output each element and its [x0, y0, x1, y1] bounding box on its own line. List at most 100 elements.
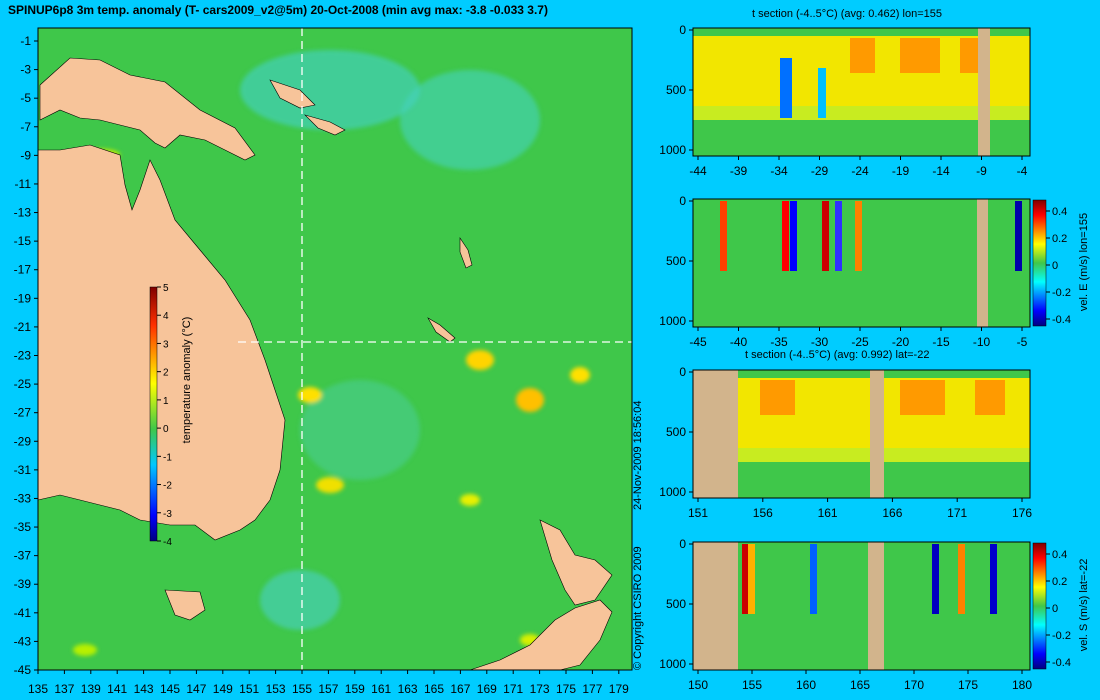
- section-4-x-tick-label: 155: [742, 678, 762, 692]
- section-panel-4: 150 155 160 165 170 175 180 0 500 1000 0.4 0.2 0 -0.…: [659, 537, 1090, 692]
- ocean-eddies: [73, 50, 590, 656]
- map-colorbar-label: temperature anomaly (°C): [181, 317, 193, 444]
- section-2-x-tick-label: -35: [770, 335, 788, 349]
- map-y-tick-label: -9: [20, 148, 31, 162]
- section-4-velocity-stripe: [958, 544, 965, 614]
- section-3-y-tick-label: 0: [679, 365, 686, 379]
- section-1-frame: [692, 27, 1031, 157]
- section-4-y-tick-label: 1000: [659, 657, 686, 671]
- section-4-land-mask: [693, 542, 738, 670]
- section-1-y-tick-label: 500: [666, 83, 686, 97]
- map-x-tick-label: 159: [345, 682, 365, 696]
- section-2-colorbar-tick-label: 0: [1052, 260, 1058, 272]
- section-4-y-tick-label: 0: [679, 537, 686, 551]
- section-2-velocity-stripe: [835, 201, 842, 271]
- section-2-velocity-stripe: [822, 201, 829, 271]
- section-1-x-tick-label: -9: [976, 164, 987, 178]
- section-2-colorbar-tick-label: 0.2: [1052, 233, 1067, 245]
- section-4-colorbar-tick-label: -0.4: [1052, 657, 1071, 669]
- map-colorbar-tick-label: 4: [163, 311, 169, 322]
- map-x-tick-label: 179: [609, 682, 629, 696]
- section-4-colorbar-ramp: [1032, 542, 1047, 670]
- section-4-x-tick-label: 180: [1012, 678, 1032, 692]
- section-4-colorbar-tick-label: 0: [1052, 603, 1058, 615]
- section-1-x-tick-label: -14: [932, 164, 950, 178]
- section-4-x-tick-label: 160: [796, 678, 816, 692]
- section-2-x-tick-label: -30: [811, 335, 829, 349]
- section-2-x-tick-label: -20: [892, 335, 910, 349]
- map-y-tick-label: -29: [14, 434, 32, 448]
- map-colorbar-tick-label: 5: [163, 283, 169, 294]
- section-4-x-tick-label: 165: [850, 678, 870, 692]
- map-y-tick-label: -17: [14, 263, 32, 277]
- map-y-tick-label: -21: [14, 320, 32, 334]
- section-2-frame: [692, 198, 1031, 328]
- section-1-y-tick-label: 1000: [659, 143, 686, 157]
- section-3-y-tick-label: 1000: [659, 485, 686, 499]
- map-y-tick-label: -33: [14, 491, 32, 505]
- section-3-y-tick-label: 500: [666, 425, 686, 439]
- section-1-thermocline: [693, 106, 1030, 120]
- map-colorbar-tick-label: -2: [163, 481, 172, 492]
- map-frame: [37, 27, 633, 671]
- map-colorbar-tick-label: -4: [163, 537, 172, 548]
- map-x-tick-label: 137: [54, 682, 74, 696]
- section-4-x-tick-label: 150: [688, 678, 708, 692]
- map-y-tick-label: -1: [20, 34, 31, 48]
- section-3-x-tick-label: 151: [688, 506, 708, 520]
- map-colorbar-ramp: [149, 286, 158, 542]
- map-x-tick-label: 143: [134, 682, 154, 696]
- section-3-warm-patch: [975, 380, 1005, 415]
- section-3-x-tick-label: 156: [753, 506, 773, 520]
- land-new-guinea: [39, 57, 256, 161]
- map-x-tick-label: 145: [160, 682, 180, 696]
- section-4-colorbar-tick-label: -0.2: [1052, 630, 1071, 642]
- land-new-zealand-south: [469, 599, 613, 671]
- section-1-land-mask: [978, 28, 990, 156]
- map-x-tick-label: 177: [582, 682, 602, 696]
- land-new-britain: [269, 79, 316, 109]
- map-x-tick-label: 173: [530, 682, 550, 696]
- map-colorbar: 5 4 3 2 1 0 -1 -2 -3 -4 temperature anomaly (°C): [149, 283, 193, 548]
- section-3-thermocline: [693, 448, 1030, 462]
- land-solomons: [303, 114, 346, 136]
- section-3-land-mask: [870, 370, 884, 498]
- map-x-tick-label: 139: [81, 682, 101, 696]
- map-colorbar-tick-label: -1: [163, 452, 172, 463]
- land-new-caledonia: [427, 317, 456, 343]
- map-y-tick-label: -37: [14, 549, 32, 563]
- map-panel: 135 137 139 141 143 145 147 149 151 153 155 157 159 1…: [14, 27, 633, 696]
- section-2-y-tick-label: 500: [666, 254, 686, 268]
- section-1-cold-patch: [780, 58, 792, 118]
- map-x-axis: 135 137 139 141 143 145 147 149 151 153 155 157 159 1…: [28, 670, 629, 696]
- section-2-x-tick-label: -10: [973, 335, 991, 349]
- section-4-land-mask: [868, 542, 884, 670]
- land-tasmania: [164, 589, 206, 621]
- section-4-x-tick-label: 175: [958, 678, 978, 692]
- section-1-x-tick-label: -34: [770, 164, 788, 178]
- map-x-tick-label: 167: [450, 682, 470, 696]
- map-y-tick-label: -15: [14, 234, 32, 248]
- section-panel-2: -45 -40 -35 -30 -25 -20 -15 -10 -5 0 500 1000 0.4 0.…: [659, 194, 1090, 349]
- section-2-x-tick-label: -45: [689, 335, 707, 349]
- map-x-tick-label: 157: [318, 682, 338, 696]
- land-vanuatu: [459, 237, 473, 269]
- section-3-x-tick-label: 166: [882, 506, 902, 520]
- map-y-tick-label: -35: [14, 520, 32, 534]
- section-title-1: t section (-4..5°C) (avg: 0.462) lon=155: [752, 8, 942, 20]
- section-2-x-tick-label: -25: [851, 335, 869, 349]
- section-2-colorbar-label: vel. E (m/s) lon=155: [1078, 213, 1090, 311]
- section-3-frame: [692, 369, 1031, 499]
- map-colorbar-tick-label: 1: [163, 396, 169, 407]
- map-colorbar-tick-label: 2: [163, 368, 169, 379]
- section-2-colorbar-tick-label: -0.4: [1052, 314, 1071, 326]
- section-4-colorbar-tick-label: 0.4: [1052, 549, 1067, 561]
- map-y-tick-label: -41: [14, 606, 32, 620]
- section-1-x-tick-label: -39: [730, 164, 748, 178]
- map-x-tick-label: 149: [213, 682, 233, 696]
- map-y-tick-label: -7: [20, 120, 31, 134]
- map-x-tick-label: 169: [477, 682, 497, 696]
- section-1-cold-patch: [818, 68, 826, 118]
- section-2-colorbar-tick-label: 0.4: [1052, 206, 1067, 218]
- map-y-tick-label: -25: [14, 377, 32, 391]
